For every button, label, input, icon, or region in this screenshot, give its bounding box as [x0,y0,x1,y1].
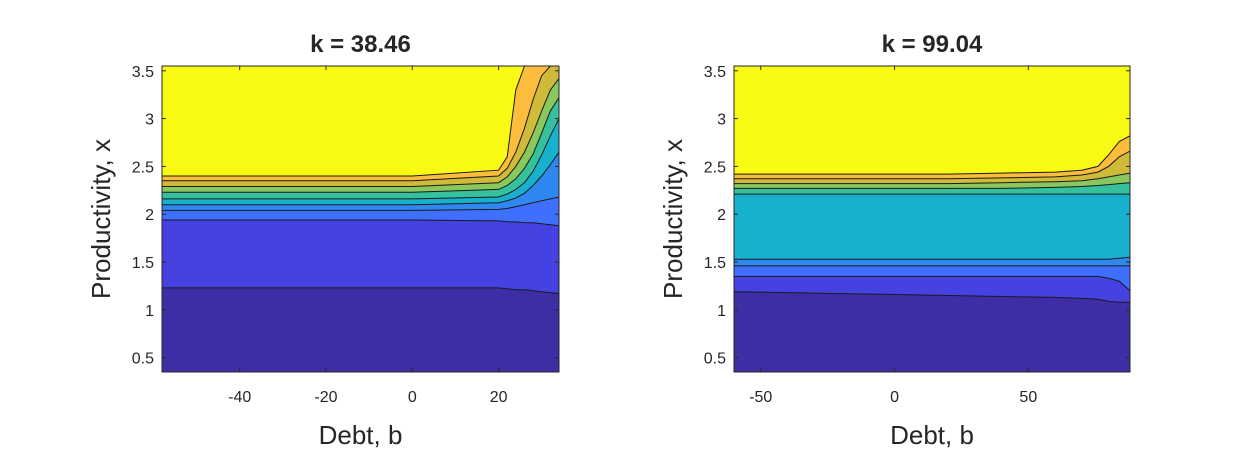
x-axis-label-left: Debt, b [319,420,403,450]
y-tick-label: 2.5 [132,159,154,176]
contour-bands-left [161,65,560,373]
y-ticks-left: 0.5 1 1.5 2 2.5 3 3.5 [132,64,559,368]
contour-band-right-10 [733,65,1131,175]
contour-bands-right [733,65,1131,373]
contour-line-left-7 [162,78,560,187]
x-ticks-left: -40 -20 0 20 [228,66,508,406]
x-tick-label: 0 [890,389,899,406]
contour-line-right-7 [734,172,1131,185]
chart-title-left: k = 38.46 [310,31,411,58]
x-tick-label: -40 [228,389,251,406]
contour-line-left-6 [162,97,560,193]
subplot-left: -40 -20 0 20 0.5 1 1.5 2 2.5 3 3.5 k = 38.46 Debt… [86,31,560,450]
x-tick-label: 0 [408,389,417,406]
contour-lines-left [162,65,560,295]
y-axis-label-left: Productivity, x [86,139,116,299]
y-tick-label: 2.5 [704,159,726,176]
y-tick-label: 0.5 [132,351,154,368]
contour-line-right-2 [734,275,1131,292]
x-tick-label: -50 [749,389,772,406]
y-tick-label: 2 [717,207,726,224]
contour-band-left-2 [161,219,560,294]
contour-line-left-5 [162,118,560,200]
y-tick-label: 1.5 [132,255,154,272]
x-tick-label: 20 [490,389,508,406]
y-tick-label: 3 [717,112,726,129]
contour-line-left-3 [162,196,560,211]
y-tick-label: 3.5 [704,64,726,81]
y-tick-label: 3.5 [132,64,154,81]
contour-band-right-5 [733,193,1131,260]
y-tick-label: 3 [145,112,154,129]
contour-band-left-1 [161,287,560,373]
contour-line-right-9 [734,135,1131,175]
chart-title-right: k = 99.04 [882,31,983,58]
contour-band-left-10 [161,65,559,177]
contour-line-left-4 [162,151,560,206]
contour-band-right-1 [733,291,1131,373]
axes-frame-right [733,65,1131,373]
y-tick-label: 1 [717,303,726,320]
contour-line-left-2 [162,219,560,227]
contour-line-right-6 [734,182,1131,189]
y-tick-label: 1.5 [704,255,726,272]
contour-line-left-8 [162,65,559,182]
y-ticks-right: 0.5 1 1.5 2 2.5 3 3.5 [704,64,1130,368]
y-tick-label: 2 [145,207,154,224]
x-tick-label: 50 [1019,389,1037,406]
x-ticks-right: -50 0 50 [749,66,1037,406]
y-tick-label: 0.5 [704,351,726,368]
contour-line-right-8 [734,150,1131,180]
contour-line-right-4 [734,256,1131,260]
axes-frame-left [161,65,560,373]
subplot-right: -50 0 50 0.5 1 1.5 2 2.5 3 3.5 k = 99.04 Debt, b… [658,31,1131,450]
contour-line-right-1 [733,291,1130,303]
contour-lines-right [733,135,1131,303]
x-axis-label-right: Debt, b [890,420,974,450]
x-tick-label: -20 [314,389,337,406]
contour-line-left-1 [162,287,560,295]
y-axis-label-right: Productivity, x [658,139,688,299]
y-tick-label: 1 [145,303,154,320]
